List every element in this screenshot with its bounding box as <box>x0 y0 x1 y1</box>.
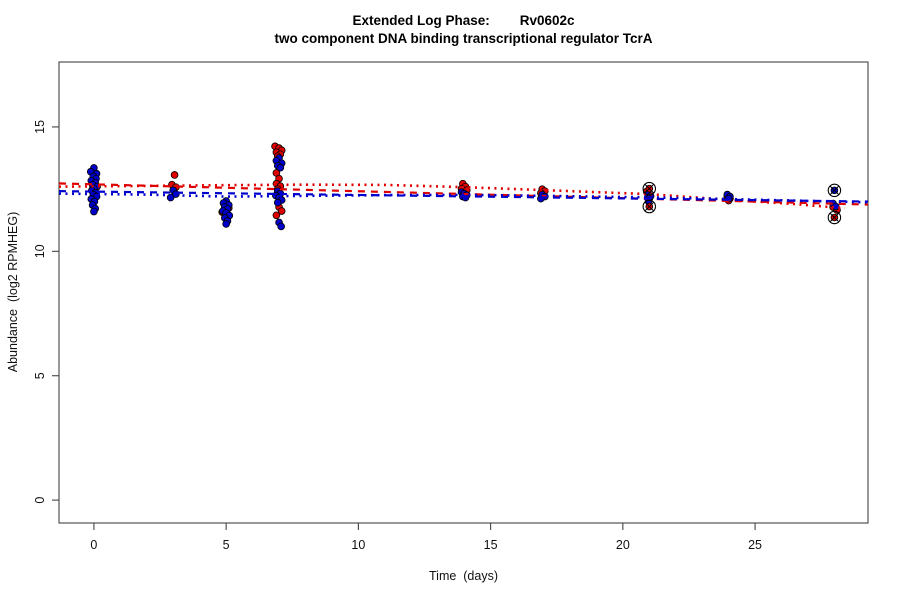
data-point <box>222 220 230 228</box>
plot-border <box>58 61 869 524</box>
outlier-circle-icon <box>827 183 842 198</box>
x-tick-label: 10 <box>351 538 365 552</box>
data-point <box>90 207 98 216</box>
data-point <box>273 198 282 207</box>
outlier-circle-icon <box>642 181 657 196</box>
x-tick-label: 15 <box>484 538 498 552</box>
outlier-circle-icon <box>642 199 657 214</box>
x-axis-label: Time (days) <box>429 569 498 583</box>
blue-dashed-fit <box>58 190 869 203</box>
red-series-outliers <box>642 181 842 225</box>
y-tick-label: 0 <box>33 497 47 504</box>
outlier-x-icon <box>644 201 655 212</box>
chart-title-line1: Extended Log Phase: Rv0602c <box>352 13 575 28</box>
y-tick-label: 5 <box>33 372 47 379</box>
x-axis: 0 5 10 15 20 25 <box>90 523 762 552</box>
x-tick-label: 25 <box>748 538 762 552</box>
outlier-x-icon <box>644 183 655 194</box>
blue-series-points <box>86 154 840 231</box>
outlier-x-icon <box>829 185 840 196</box>
data-point <box>276 163 285 172</box>
blue-dotted-fit <box>58 192 869 204</box>
x-tick-label: 20 <box>616 538 630 552</box>
x-tick-label: 0 <box>90 538 97 552</box>
outlier-circle-icon <box>827 210 842 225</box>
y-axis: 0 5 10 15 <box>33 120 59 504</box>
data-point <box>277 222 285 231</box>
blue-series-outliers <box>827 183 842 198</box>
data-point <box>272 211 281 220</box>
x-tick-label: 5 <box>223 538 230 552</box>
y-tick-label: 15 <box>33 120 47 134</box>
data-point <box>170 171 179 179</box>
chart-title-line2: two component DNA binding transcriptiona… <box>274 31 653 46</box>
y-tick-label: 10 <box>33 244 47 258</box>
red-series-points <box>88 142 841 220</box>
outlier-x-icon <box>829 212 840 223</box>
data-point <box>277 207 286 215</box>
